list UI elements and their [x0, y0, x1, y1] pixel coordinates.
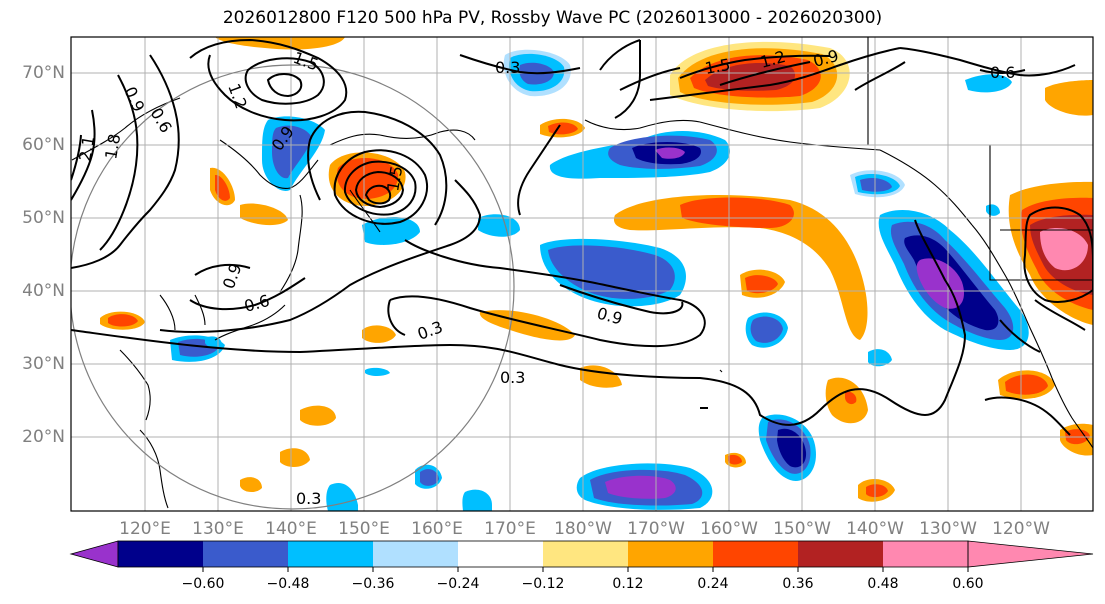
lat-label: 20°N	[22, 427, 65, 447]
colorbar-segment	[798, 541, 883, 567]
contour-label: 1.5	[703, 55, 731, 78]
grid	[71, 37, 1093, 511]
lon-label: 180°W	[554, 519, 612, 539]
contour-label-group: 0.3 0.3 0.3 0.3 0.6 0.6 0.6 0.9 0.9 0.9 …	[75, 46, 1015, 508]
region-circle	[71, 64, 515, 510]
anomaly-shading	[100, 37, 1093, 511]
negative-anomaly-south	[326, 414, 816, 511]
colorbar-segment	[713, 541, 798, 567]
contour-label: 0.6	[147, 105, 176, 137]
colorbar-segment	[628, 541, 713, 567]
lon-label: 140°W	[846, 519, 904, 539]
map-title: 2026012800 F120 500 hPa PV, Rossby Wave …	[222, 8, 883, 28]
lat-label: 30°N	[22, 354, 65, 374]
contour-label: 1.8	[101, 132, 124, 160]
lon-label: 120°E	[119, 519, 171, 539]
colorbar-tick-label: 0.36	[782, 576, 814, 592]
contour-label: 0.3	[415, 317, 445, 344]
contour-label: 1.5	[291, 48, 321, 75]
contour-label: 0.3	[495, 58, 520, 77]
negative-anomaly-central	[170, 238, 892, 376]
colorbar-segment	[288, 541, 373, 567]
colorbar-segment	[543, 541, 628, 567]
colorbar-tick-label: −0.48	[266, 576, 310, 592]
colorbar-tick-label: 0.24	[697, 576, 729, 592]
lon-label: 140°E	[265, 519, 317, 539]
lon-label: 130°W	[919, 519, 977, 539]
lon-label: 150°E	[338, 519, 390, 539]
lon-label: 160°E	[411, 519, 463, 539]
colorbar-tick-label: −0.36	[351, 576, 395, 592]
negative-anomaly-gulf-of-alaska	[878, 210, 1029, 350]
colorbar-tick-label: 0.60	[952, 576, 984, 592]
pv-contours	[71, 38, 1093, 436]
colorbar-tick-label: −0.12	[521, 576, 565, 592]
lon-label: 130°E	[192, 519, 244, 539]
map-frame	[70, 36, 1094, 512]
contour-label: 1.5	[383, 164, 406, 192]
colorbar-segment	[203, 541, 288, 567]
colorbar-segment	[883, 541, 968, 567]
lon-label: 150°W	[773, 519, 831, 539]
colorbar-tick-label: −0.24	[436, 576, 480, 592]
contour-label: 0.6	[242, 291, 272, 316]
lon-label: 170°W	[627, 519, 685, 539]
contour-label: 0.6	[990, 63, 1015, 82]
colorbar-segment	[118, 541, 203, 567]
lon-label: 160°W	[700, 519, 758, 539]
colorbar-extend-left	[69, 540, 119, 568]
contour-label: 0.9	[595, 304, 625, 329]
colorbar-tick-label: 0.48	[867, 576, 899, 592]
colorbar	[69, 540, 1094, 572]
lon-label: 170°E	[484, 519, 536, 539]
lat-label: 70°N	[22, 63, 65, 83]
positive-anomaly-japan	[100, 152, 406, 330]
lat-label: 40°N	[22, 281, 65, 301]
contour-label: 0.3	[296, 489, 321, 508]
lat-label: 50°N	[22, 208, 65, 228]
colorbar-tick-label: −0.60	[181, 576, 225, 592]
colorbar-extend-right	[967, 540, 1094, 568]
lat-label: 60°N	[22, 135, 65, 155]
colorbar-segment	[373, 541, 458, 567]
contour-label: 2.1	[75, 134, 98, 162]
colorbar-tick-label: 0.12	[612, 576, 644, 592]
coastlines	[71, 37, 1093, 509]
negative-anomaly-east-siberia	[362, 131, 1000, 245]
lon-label: 120°W	[992, 519, 1050, 539]
colorbar-segment	[458, 541, 543, 567]
contour-label: 0.3	[500, 368, 525, 387]
